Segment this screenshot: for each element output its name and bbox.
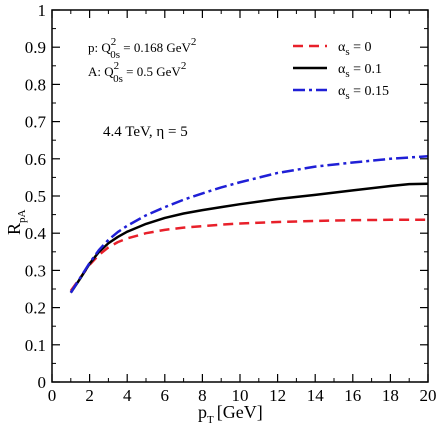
y-tick-label: 0.7	[25, 113, 47, 132]
x-tick-label: 8	[198, 386, 207, 405]
legend-label-2: αs = 0.1	[338, 62, 382, 80]
series-lines	[69, 154, 429, 294]
y-tick-label: 0.8	[25, 75, 46, 94]
x-tick-label: 6	[161, 386, 170, 405]
y-tick-label: 0.1	[25, 336, 46, 355]
series-line-1	[69, 218, 428, 292]
y-tick-label: 0	[38, 373, 47, 392]
y-tick-label: 0.3	[25, 261, 46, 280]
y-tick-label: 1	[38, 1, 47, 20]
axis-ticks: 0 2 4 6 8 10 12 14 16 18 20 0 0.1 0.2 0.3 0.4 0.5 0.6 0.7 0…	[25, 1, 436, 405]
plot-frame	[51, 9, 429, 383]
y-tick-label: 0.5	[25, 187, 46, 206]
legend: αs = 0 αs = 0.1 αs = 0.15	[293, 40, 389, 102]
x-tick-label: 4	[123, 386, 132, 405]
x-tick-label: 12	[269, 386, 286, 405]
x-tick-label: 0	[48, 386, 57, 405]
y-tick-label: 0.6	[25, 150, 46, 169]
annotation-p: p: Q2 0s = 0.168 GeV2	[88, 36, 196, 61]
legend-label-3: αs = 0.15	[338, 84, 389, 102]
y-tick-label: 0.4	[25, 224, 47, 243]
y-tick-label: 0.9	[25, 38, 46, 57]
series-line-3	[69, 154, 429, 294]
x-tick-label: 18	[382, 386, 399, 405]
series-line-2	[69, 182, 429, 294]
x-tick-label: 10	[232, 386, 249, 405]
x-tick-label: 14	[307, 386, 325, 405]
legend-label-1: αs = 0	[338, 40, 372, 58]
x-tick-label: 20	[420, 386, 436, 405]
x-tick-label: 2	[85, 386, 94, 405]
annotation-a: A: Q2 0s = 0.5 GeV2	[88, 60, 186, 85]
y-tick-label: 0.2	[25, 299, 46, 318]
x-axis-title: pT [GeV]	[198, 402, 263, 426]
annotation-energy: 4.4 TeV, η = 5	[103, 124, 188, 140]
y-axis-title: RpA	[4, 209, 28, 235]
x-tick-label: 16	[344, 386, 361, 405]
